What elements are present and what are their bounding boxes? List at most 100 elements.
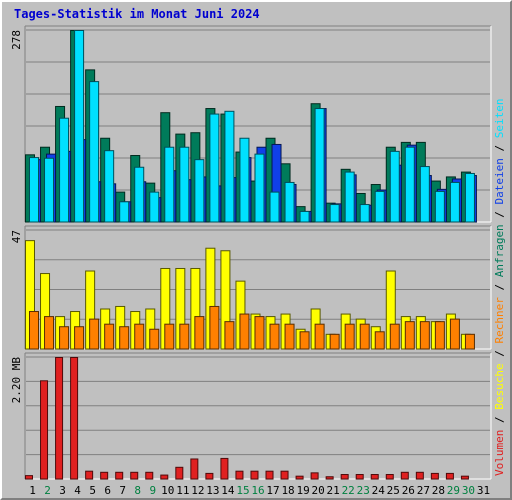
y-tick-label: 278 (10, 30, 23, 50)
bar-volumen-day-16 (250, 470, 259, 480)
legend-item-dateien: Dateien (493, 158, 506, 204)
bar-volumen-day-20 (310, 472, 319, 480)
bar-volumen-day-3 (55, 357, 64, 480)
y-tick-label: 47 (10, 230, 23, 243)
x-tick-label-day-20: 20 (312, 484, 325, 497)
bar-seiten-day-6 (104, 150, 115, 223)
bar-seiten-day-14 (224, 110, 235, 223)
bar-seiten-day-30 (464, 172, 475, 223)
bar-rechner-day-29 (449, 318, 460, 350)
x-tick-label-day-16: 16 (251, 484, 264, 497)
legend-text: Volumen / Besuche / Rechner / Anfragen /… (493, 98, 506, 476)
bar-rechner-day-12 (194, 316, 205, 350)
bar-volumen-day-13 (205, 472, 214, 480)
bar-seiten-day-17 (269, 191, 280, 223)
bar-rechner-day-27 (419, 321, 430, 350)
bar-seiten-day-4 (74, 30, 85, 223)
bar-rechner-day-4 (74, 326, 85, 350)
bar-seiten-day-8 (134, 166, 145, 223)
bar-rechner-day-15 (239, 313, 250, 350)
bar-volumen-day-7 (115, 471, 124, 480)
x-tick-label-day-5: 5 (89, 484, 96, 497)
bar-seiten-day-25 (389, 150, 400, 223)
bar-volumen-day-10 (160, 474, 169, 480)
bar-volumen-day-5 (85, 470, 94, 480)
x-tick-label-day-12: 12 (191, 484, 204, 497)
x-tick-label-day-29: 29 (447, 484, 460, 497)
x-tick-label-day-4: 4 (74, 484, 81, 497)
legend-item-volumen: Volumen (493, 430, 506, 476)
bar-rechner-day-24 (374, 331, 385, 350)
legend-separator: / (493, 138, 506, 158)
bar-volumen-day-30 (460, 475, 469, 480)
x-tick-label-day-2: 2 (44, 484, 51, 497)
bar-rechner-day-22 (344, 323, 355, 350)
bar-seiten-day-24 (374, 190, 385, 223)
bar-rechner-day-17 (269, 323, 280, 350)
bar-rechner-day-11 (179, 323, 190, 350)
bar-volumen-day-25 (385, 474, 394, 480)
bar-rechner-day-10 (164, 323, 175, 350)
bar-seiten-day-15 (239, 137, 250, 223)
x-tick-label-day-7: 7 (119, 484, 126, 497)
bar-rechner-day-13 (209, 305, 220, 350)
legend-separator: / (493, 410, 506, 430)
bar-volumen-day-23 (355, 474, 364, 480)
bar-rechner-day-21 (329, 333, 340, 350)
bar-seiten-day-10 (164, 146, 175, 223)
bar-rechner-day-20 (314, 323, 325, 350)
bar-rechner-day-16 (254, 316, 265, 350)
x-tick-label-day-8: 8 (134, 484, 141, 497)
bar-seiten-day-5 (89, 81, 100, 223)
x-tick-label-day-23: 23 (357, 484, 370, 497)
legend-separator: / (493, 204, 506, 224)
x-tick-label-day-31: 31 (477, 484, 490, 497)
x-tick-label-day-10: 10 (161, 484, 174, 497)
bar-seiten-day-23 (359, 204, 370, 223)
bar-volumen-day-19 (295, 475, 304, 480)
bar-seiten-day-20 (314, 108, 325, 223)
bar-seiten-day-28 (434, 190, 445, 223)
bar-seiten-day-11 (179, 146, 190, 223)
bar-volumen-day-8 (130, 471, 139, 480)
bar-seiten-day-2 (44, 157, 55, 223)
bar-seiten-day-3 (59, 117, 70, 223)
x-tick-label-day-3: 3 (59, 484, 66, 497)
panel-1: 278 (10, 25, 492, 223)
bar-volumen-day-15 (235, 470, 244, 480)
bar-seiten-day-27 (419, 166, 430, 223)
bar-rechner-day-14 (224, 321, 235, 350)
x-tick-label-day-9: 9 (149, 484, 156, 497)
x-tick-label-day-14: 14 (221, 484, 235, 497)
x-tick-label-day-22: 22 (342, 484, 355, 497)
bar-volumen-day-24 (370, 474, 379, 480)
bar-volumen-day-27 (415, 471, 424, 480)
bar-volumen-day-22 (340, 474, 349, 480)
legend-separator: / (493, 277, 506, 297)
bar-seiten-day-21 (329, 204, 340, 223)
bar-seiten-day-9 (149, 191, 160, 223)
bar-rechner-day-23 (359, 323, 370, 350)
bar-rechner-day-18 (284, 323, 295, 350)
bar-rechner-day-28 (434, 321, 445, 350)
bar-rechner-day-8 (134, 323, 145, 350)
bar-volumen-day-29 (445, 472, 454, 480)
bar-rechner-day-1 (29, 311, 39, 350)
x-tick-label-day-27: 27 (417, 484, 430, 497)
bar-rechner-day-2 (44, 316, 55, 350)
x-tick-label-day-1: 1 (29, 484, 36, 497)
bar-rechner-day-26 (404, 321, 415, 350)
x-tick-label-day-17: 17 (266, 484, 279, 497)
legend-item-besuche: Besuche (493, 363, 506, 409)
bar-volumen-day-11 (175, 466, 184, 480)
x-tick-label-day-28: 28 (432, 484, 445, 497)
bar-volumen-day-18 (280, 470, 289, 480)
bar-rechner-day-6 (104, 323, 115, 350)
legend-item-seiten: Seiten (493, 98, 506, 138)
bar-seiten-day-7 (119, 201, 130, 223)
bar-seiten-day-19 (299, 210, 310, 223)
bar-seiten-day-29 (449, 181, 460, 223)
x-tick-label-day-26: 26 (402, 484, 415, 497)
x-tick-label-day-21: 21 (327, 484, 340, 497)
